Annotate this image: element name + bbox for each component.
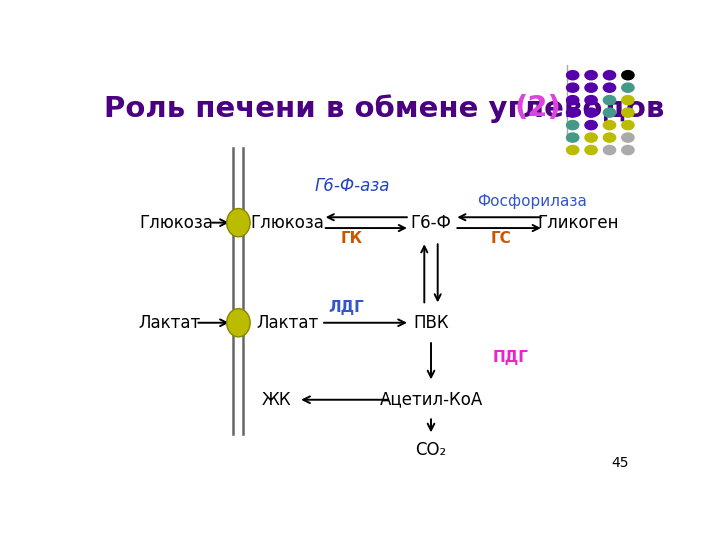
Text: (2): (2) <box>514 94 561 123</box>
Circle shape <box>622 96 634 105</box>
Text: Лактат: Лактат <box>139 314 201 332</box>
Text: Г6-Ф: Г6-Ф <box>410 214 451 232</box>
Circle shape <box>585 96 597 105</box>
Circle shape <box>585 71 597 80</box>
Circle shape <box>603 145 616 154</box>
Text: ЛДГ: ЛДГ <box>328 300 364 315</box>
Circle shape <box>567 133 579 142</box>
Ellipse shape <box>227 309 250 337</box>
Circle shape <box>622 71 634 80</box>
Text: ГС: ГС <box>490 231 511 246</box>
Circle shape <box>622 133 634 142</box>
Circle shape <box>567 71 579 80</box>
Text: Г6-Ф-аза: Г6-Ф-аза <box>314 178 390 195</box>
Circle shape <box>622 145 634 154</box>
Text: Глюкоза: Глюкоза <box>140 214 214 232</box>
Text: ПДГ: ПДГ <box>493 350 529 365</box>
Circle shape <box>622 108 634 117</box>
Circle shape <box>603 96 616 105</box>
Text: Глюкоза: Глюкоза <box>251 214 325 232</box>
Text: 45: 45 <box>611 456 629 470</box>
Circle shape <box>603 71 616 80</box>
Circle shape <box>567 108 579 117</box>
Circle shape <box>567 120 579 130</box>
Circle shape <box>585 108 597 117</box>
Circle shape <box>585 145 597 154</box>
Text: СО₂: СО₂ <box>415 441 446 459</box>
Circle shape <box>622 120 634 130</box>
Circle shape <box>567 96 579 105</box>
Text: ПВК: ПВК <box>413 314 449 332</box>
Text: Ацетил-КоА: Ацетил-КоА <box>379 391 482 409</box>
Text: Гликоген: Гликоген <box>538 214 619 232</box>
Text: ЖК: ЖК <box>261 391 291 409</box>
Circle shape <box>603 108 616 117</box>
Text: Лактат: Лактат <box>256 314 319 332</box>
Circle shape <box>567 145 579 154</box>
Circle shape <box>622 83 634 92</box>
Circle shape <box>585 83 597 92</box>
Circle shape <box>585 120 597 130</box>
Text: Фосфорилаза: Фосфорилаза <box>477 194 587 210</box>
Circle shape <box>603 133 616 142</box>
Ellipse shape <box>227 208 250 237</box>
Text: ГК: ГК <box>341 231 363 246</box>
Circle shape <box>603 120 616 130</box>
Circle shape <box>567 83 579 92</box>
Text: Роль печени в обмене углеводов: Роль печени в обмене углеводов <box>104 94 665 123</box>
Circle shape <box>585 133 597 142</box>
Circle shape <box>603 83 616 92</box>
